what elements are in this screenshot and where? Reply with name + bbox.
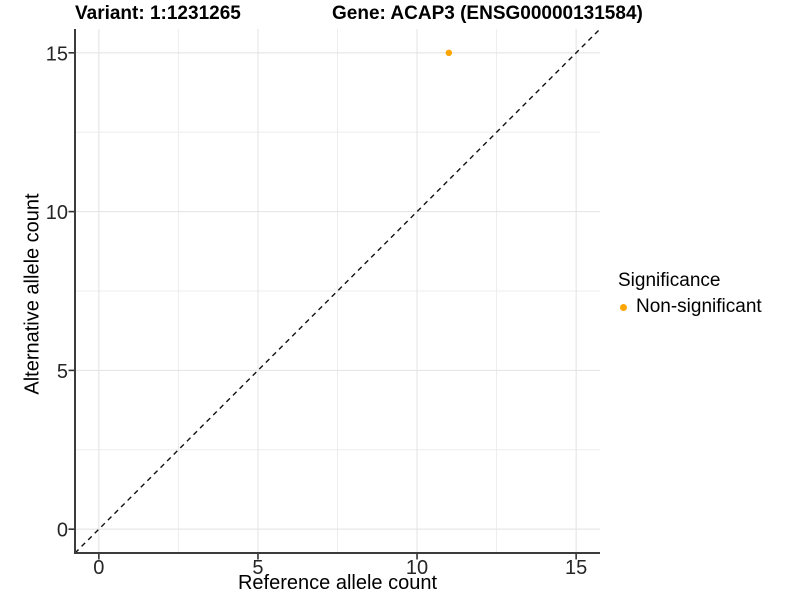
y-tick-label: 5 bbox=[57, 361, 68, 383]
data-point-non-significant bbox=[445, 49, 453, 57]
y-axis-title: Alternative allele count bbox=[21, 193, 44, 395]
x-tick-label: 15 bbox=[565, 557, 587, 579]
x-tick-label: 10 bbox=[406, 557, 428, 579]
legend-item-non-significant: Non-significant bbox=[618, 296, 762, 318]
y-tick-label: 10 bbox=[46, 202, 68, 224]
legend: Significance Non-significant bbox=[618, 270, 762, 318]
legend-key-dot-icon bbox=[620, 303, 627, 311]
x-tick-label: 0 bbox=[93, 557, 104, 579]
legend-title: Significance bbox=[618, 270, 721, 291]
plot-title-variant: Variant: 1:1231265 bbox=[75, 3, 241, 24]
identity-dashed-line bbox=[74, 28, 601, 554]
y-tick-label: 15 bbox=[46, 43, 68, 65]
y-tick-label: 0 bbox=[57, 520, 68, 542]
plot-title-gene: Gene: ACAP3 (ENSG00000131584) bbox=[332, 3, 643, 24]
legend-item-label: Non-significant bbox=[636, 296, 762, 317]
x-tick-label: 5 bbox=[252, 557, 263, 579]
x-axis-title: Reference allele count bbox=[237, 572, 437, 594]
